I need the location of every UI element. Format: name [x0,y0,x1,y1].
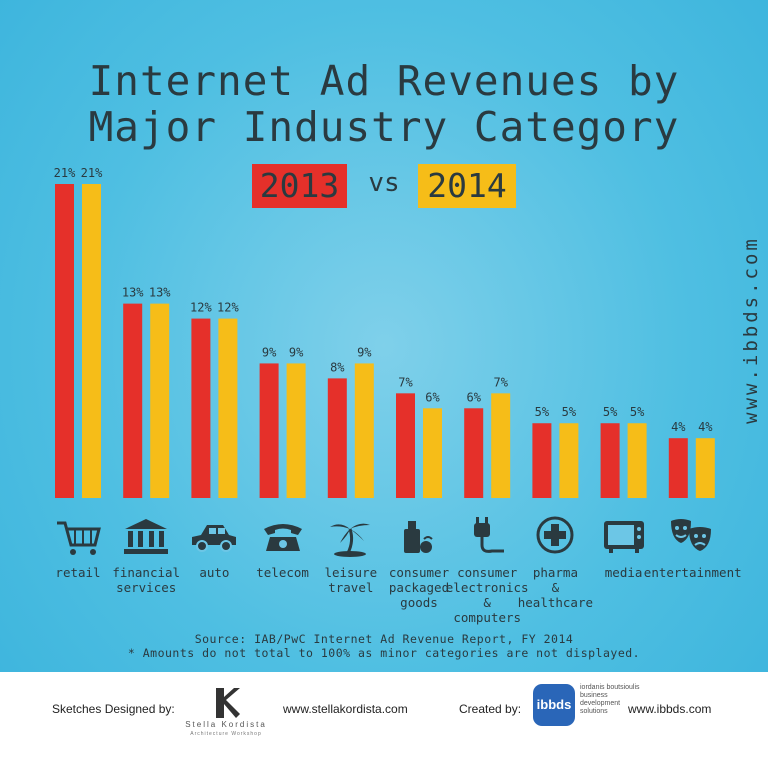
value-label-2013-6: 6% [466,390,481,404]
bar-2013-2 [191,319,210,498]
value-label-2013-3: 9% [262,345,277,359]
value-label-2013-8: 5% [603,405,618,419]
infographic: Internet Ad Revenues by Major Industry C… [0,0,768,768]
logo1-subtitle: Architecture Workshop [178,731,274,737]
value-label-2014-1: 13% [149,286,171,300]
bar-chart: 21% 21% 13% 13% 12% 12% 9% 9% 8% 9% 7% 6% 6% 7% 5% 5% 5%… [0,0,768,520]
bar-2014-2 [218,319,237,498]
category-label-line: computers [439,610,535,625]
value-label-2013-7: 5% [535,405,550,419]
category-label-line: & [507,580,603,595]
bar-2014-9 [696,438,715,498]
bar-2014-1 [150,304,169,498]
value-label-2014-7: 5% [562,405,577,419]
value-label-2014-4: 9% [357,345,372,359]
bar-2013-9 [669,438,688,498]
value-label-2014-3: 9% [289,345,304,359]
bar-2014-3 [287,363,306,498]
credits-footer: Sketches Designed by: Stella Kordista Ar… [0,672,768,768]
stella-kordista-logo: Stella Kordista Architecture Workshop [178,684,274,746]
logo1-name: Stella Kordista [178,720,274,729]
telephone-icon [258,515,308,557]
source-note: Source: IAB/PwC Internet Ad Revenue Repo… [0,632,768,646]
car-icon [189,515,239,557]
category-label-9: entertainment [644,565,740,580]
created-label: Created by: [459,702,521,716]
value-label-2013-2: 12% [190,301,212,315]
bar-2013-3 [260,363,279,498]
bar-2014-0 [82,184,101,498]
shopping-cart-icon [53,515,103,557]
bar-2013-5 [396,393,415,498]
theater-masks-icon [667,515,717,557]
bar-2013-6 [464,408,483,498]
bar-2014-6 [491,393,510,498]
palm-tree-icon [326,515,376,557]
bar-2013-8 [601,423,620,498]
medical-cross-icon [530,515,580,557]
bar-2013-7 [532,423,551,498]
value-label-2014-9: 4% [698,420,713,434]
plug-icon [462,515,512,557]
ibbds-link[interactable]: www.ibbds.com [628,702,711,716]
value-label-2014-6: 7% [493,375,508,389]
value-label-2014-5: 6% [425,390,440,404]
value-label-2013-1: 13% [122,286,144,300]
bar-2013-1 [123,304,142,498]
stella-kordista-mark-icon [178,684,274,720]
television-icon [599,515,649,557]
bank-icon [121,515,171,557]
bar-2013-4 [328,378,347,498]
category-label-line: healthcare [507,595,603,610]
bar-2014-4 [355,363,374,498]
value-label-2014-0: 21% [81,166,103,180]
stellakordista-link[interactable]: www.stellakordista.com [283,702,408,716]
value-label-2013-4: 8% [330,360,345,374]
category-label-line: services [98,580,194,595]
footnote: * Amounts do not total to 100% as minor … [0,646,768,660]
sketches-label: Sketches Designed by: [52,702,175,716]
bar-2014-8 [628,423,647,498]
bar-2014-7 [559,423,578,498]
value-label-2013-0: 21% [54,166,76,180]
bar-2013-0 [55,184,74,498]
value-label-2014-8: 5% [630,405,645,419]
bar-2014-5 [423,408,442,498]
value-label-2013-9: 4% [671,420,686,434]
ibbds-logo: ibbds [533,684,575,726]
grocery-bag-icon [394,515,444,557]
value-label-2013-5: 7% [398,375,413,389]
category-label-line: entertainment [644,565,740,580]
value-label-2014-2: 12% [217,301,239,315]
